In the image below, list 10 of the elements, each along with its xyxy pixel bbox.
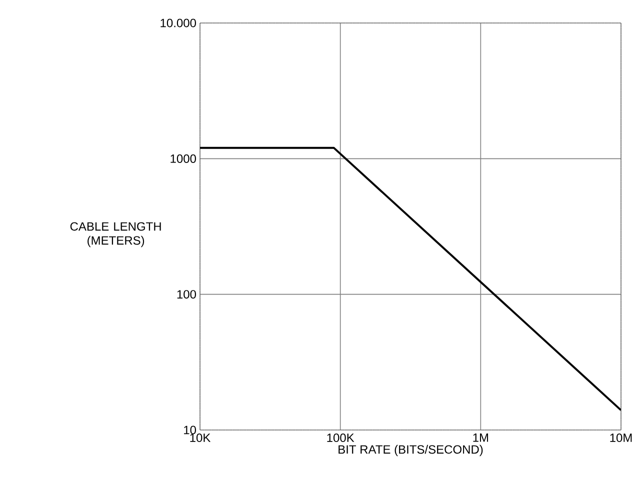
x-tick-label: 10M [610, 434, 632, 442]
x-tick-label: 10K [190, 434, 211, 442]
x-tick-label: 100K [327, 434, 354, 442]
y-tick-label: 10 [184, 426, 196, 434]
y-tick-label: 10.000 [160, 18, 196, 28]
y-axis-title: CABLE LENGTH (METERS) [70, 222, 161, 248]
y-tick-label: 1000 [170, 154, 196, 163]
y-tick-label: 100 [177, 290, 196, 299]
x-axis-title: BIT RATE (BITS/SECOND) [338, 444, 483, 456]
x-tick-label: 1M [473, 434, 488, 442]
